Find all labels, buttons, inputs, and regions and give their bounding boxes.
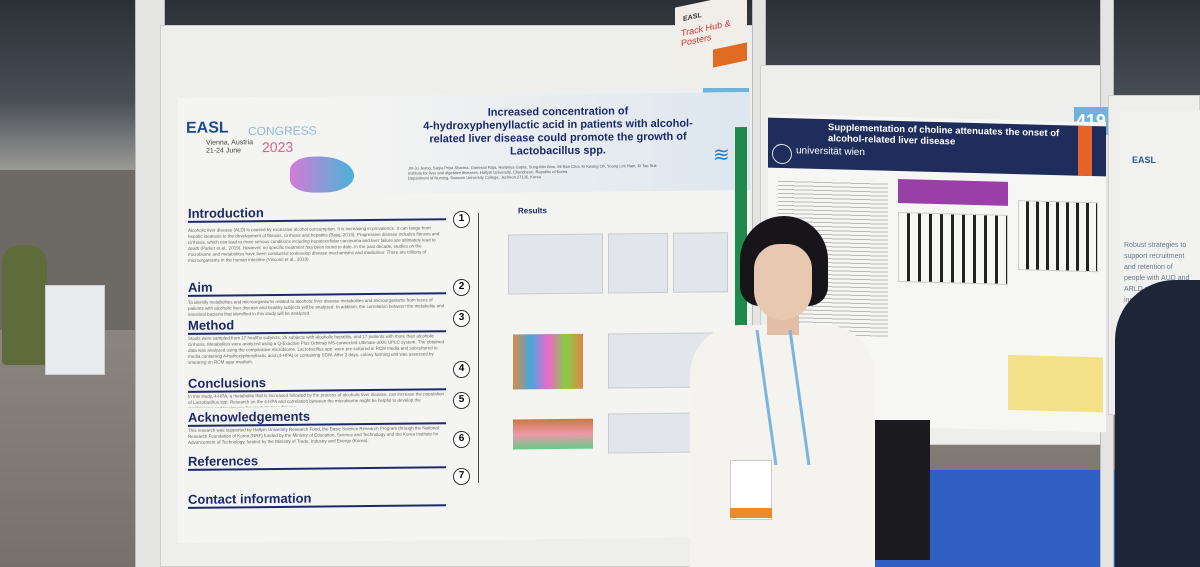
info-stand (45, 285, 105, 375)
section-number: 1 (453, 210, 470, 229)
bar-charts-2 (1018, 200, 1098, 273)
university-logo-text: universität wien (796, 145, 865, 159)
conclusions-text: In this study, 4-HPA, a metabolite that … (188, 391, 444, 408)
authors: Jin-Ju Jeong, Satya Priya Sharma, Ganesa… (408, 162, 657, 181)
background-person-legs (870, 420, 930, 560)
section-number: 5 (453, 391, 470, 410)
section-conclusions: Conclusions (188, 373, 446, 393)
liver-illustration (290, 156, 354, 193)
figure-2 (608, 232, 668, 294)
acknowledgements-text: This research was supported by Hallym Un… (188, 425, 439, 445)
introduction-text: Alcoholic liver disease (ALD) is caused … (188, 225, 440, 263)
poster-419-banner: Supplementation of choline attenuates th… (768, 117, 1106, 177)
easl-logo: EASL (1132, 155, 1157, 165)
figure-1 (508, 233, 603, 295)
figure-7 (608, 412, 698, 454)
institution-logo: ≋ (713, 144, 730, 167)
section-contact: Contact information (188, 489, 446, 509)
sign-brand: EASL (683, 11, 702, 23)
section-number: 3 (453, 309, 470, 328)
congress-location: Vienna, Austria 21-24 June (206, 139, 253, 155)
section-aim: Aim (188, 277, 446, 297)
section-introduction: Introduction (188, 203, 446, 223)
bar-charts (898, 211, 1008, 285)
method-text: Stools were sampled from 17 healthy subj… (188, 333, 445, 365)
university-seal (772, 143, 792, 165)
easl-logo: EASL (186, 119, 229, 137)
section-number: 6 (453, 430, 470, 449)
section-number: 7 (453, 467, 470, 486)
badge-stripe (730, 508, 772, 518)
banner-stripe (1078, 125, 1092, 177)
section-references: References (188, 451, 446, 471)
background-attendee (2, 245, 47, 365)
presenter-body (690, 325, 875, 567)
foreground-person (1115, 280, 1200, 567)
figure-3 (673, 232, 728, 293)
congress-word: CONGRESS (248, 123, 317, 139)
section-number: 2 (453, 278, 470, 297)
poster-title: Increased concentration of 4-hydroxyphen… (423, 105, 693, 158)
poster-420: EASL CONGRESS 2023 Vienna, Austria 21-24 … (178, 92, 750, 543)
presenter-face (754, 244, 812, 320)
section-number: 4 (453, 360, 470, 379)
conclusion-box (1008, 354, 1103, 413)
timeline-line (478, 212, 479, 483)
section-method: Method (188, 315, 446, 335)
section-acknowledgements: Acknowledgements (188, 407, 446, 427)
results-heading: Results (518, 206, 547, 216)
heatmap-figure (513, 333, 583, 390)
histology-images (898, 178, 1008, 206)
figure-6 (513, 418, 593, 450)
congress-year: 2023 (262, 138, 294, 156)
